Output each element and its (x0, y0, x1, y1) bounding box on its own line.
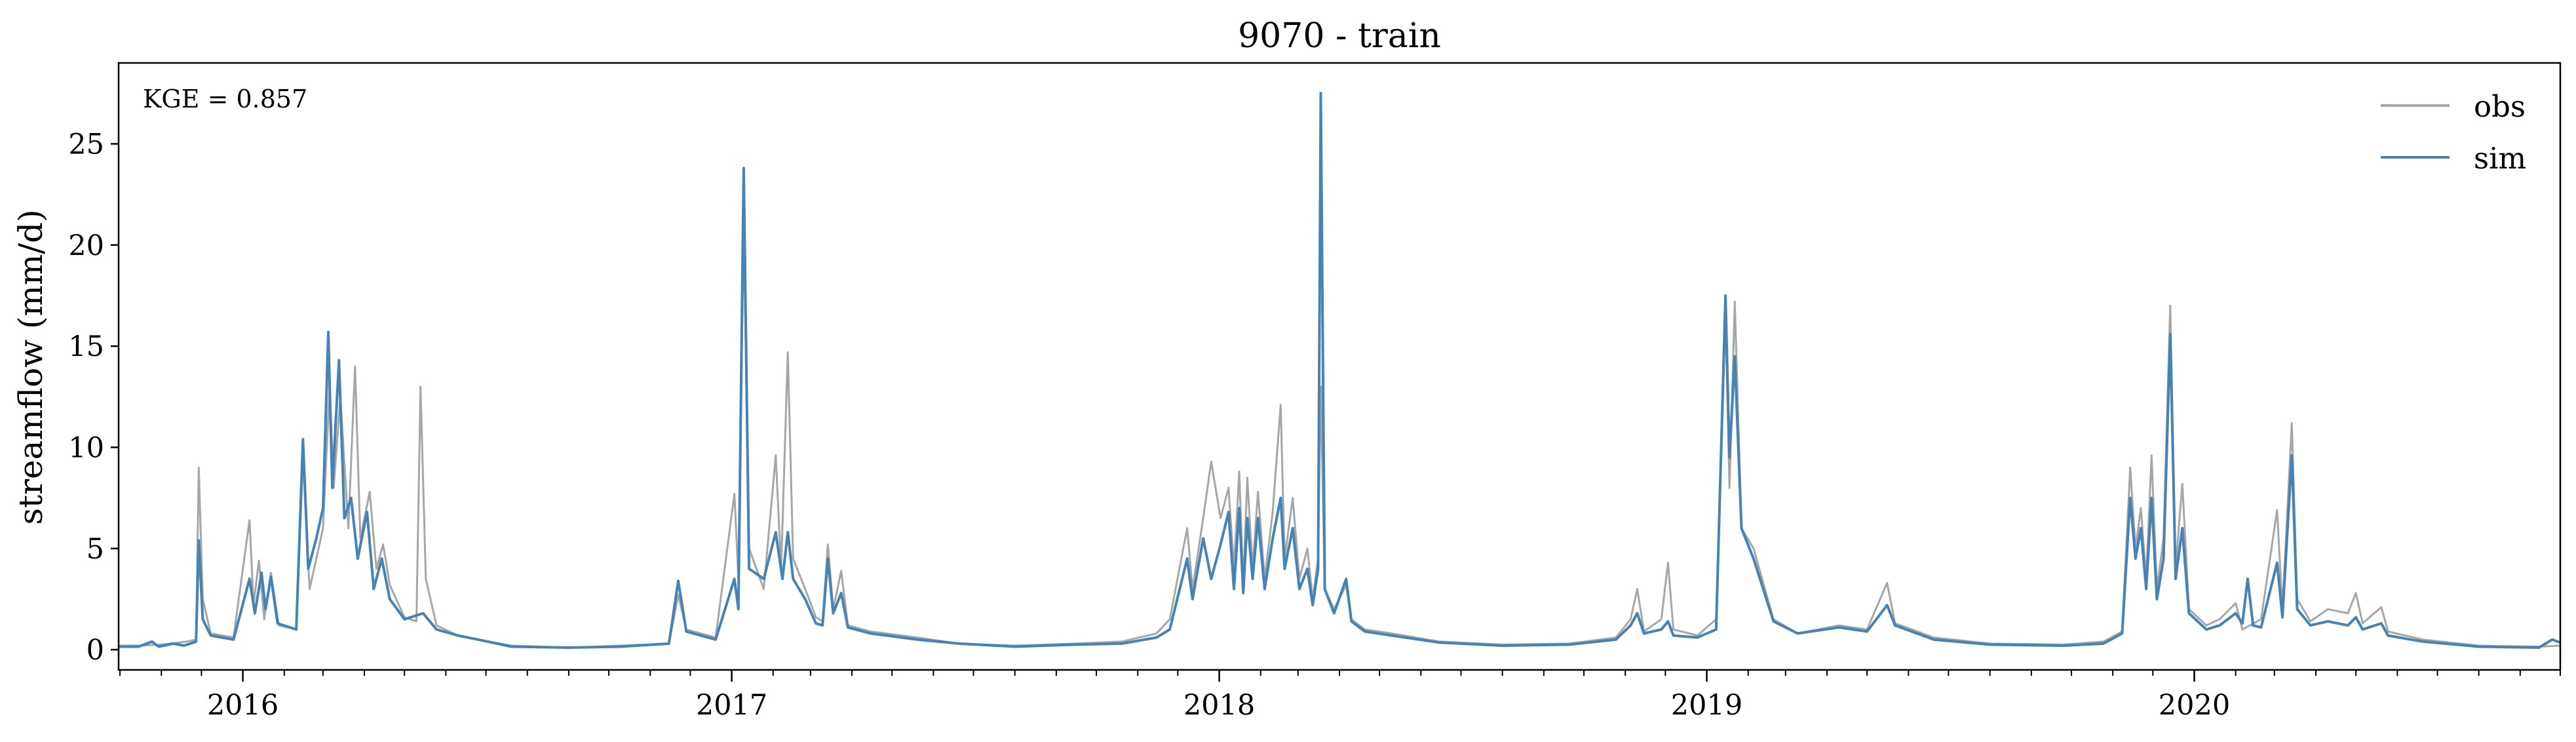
y-tick-label: 25 (68, 128, 104, 161)
legend: obs sim (2381, 89, 2526, 176)
plot-frame (117, 62, 2562, 671)
legend-label-sim: sim (2474, 141, 2526, 176)
legend-label-obs: obs (2474, 89, 2526, 124)
x-tick-label: 2016 (207, 689, 279, 722)
x-axis-ticks: 2016 2017 2018 2019 2020 (119, 670, 2561, 722)
series-line-obs (119, 224, 2561, 649)
y-tick-label: 0 (87, 634, 104, 667)
y-tick-label: 20 (68, 229, 104, 262)
y-tick-label: 15 (68, 330, 104, 363)
y-tick-label: 5 (87, 533, 104, 566)
x-tick-label: 2018 (1183, 689, 1255, 722)
series-line-sim (119, 92, 2561, 649)
y-axis-ticks: 0 5 10 15 20 25 (68, 128, 119, 667)
x-tick-label: 2019 (1671, 689, 1742, 722)
x-tick-label: 2020 (2159, 689, 2230, 722)
series-layer (119, 92, 2561, 649)
chart-title: 9070 - train (1238, 16, 1441, 56)
kge-annotation: KGE = 0.857 (143, 85, 307, 113)
x-tick-label: 2017 (696, 689, 767, 722)
y-tick-label: 10 (68, 431, 104, 464)
y-axis-label: streamflow (mm/d) (12, 209, 50, 524)
